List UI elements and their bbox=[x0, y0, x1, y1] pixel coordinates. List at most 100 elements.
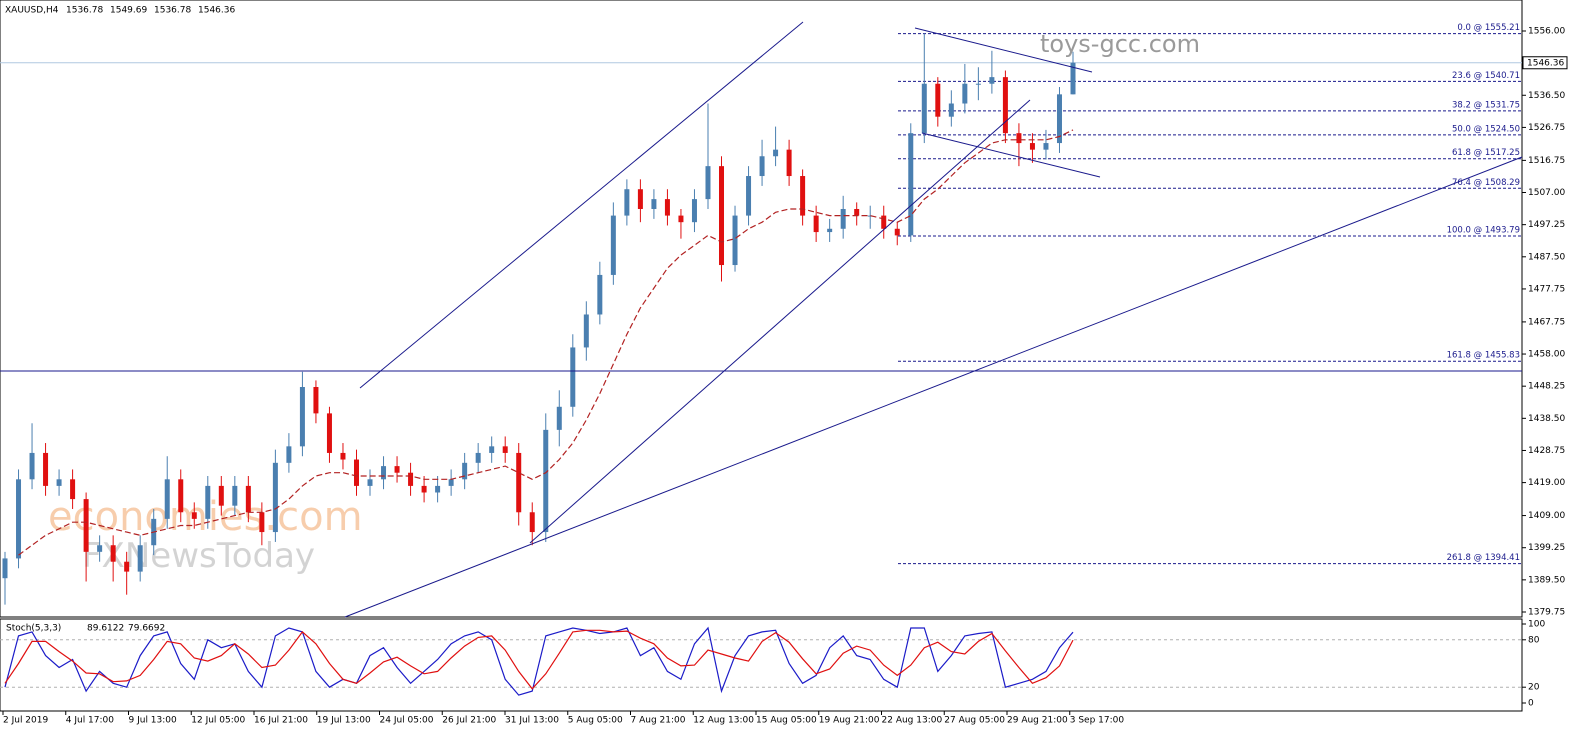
x-tick-label: 19 Jul 13:00 bbox=[317, 716, 371, 726]
x-tick-label: 2 Jul 2019 bbox=[3, 716, 48, 726]
candle-body bbox=[110, 545, 116, 562]
candle-body bbox=[705, 166, 711, 200]
ohlc-high: 1549.69 bbox=[110, 6, 147, 16]
candle-body bbox=[1029, 143, 1035, 150]
current-price-box bbox=[1522, 56, 1568, 70]
candle-body bbox=[664, 199, 670, 216]
x-tick-label: 12 Jul 05:00 bbox=[191, 716, 245, 726]
candle-body bbox=[989, 77, 995, 84]
candle-body bbox=[543, 429, 549, 533]
candle-body bbox=[732, 215, 738, 266]
fib-label: 38.2 @ 1531.75 bbox=[1452, 100, 1520, 110]
candle-body bbox=[651, 199, 657, 209]
candle-body bbox=[56, 479, 62, 486]
candle-body bbox=[205, 485, 211, 519]
candle-body bbox=[475, 452, 481, 463]
stoch-signal-value: 79.6692 bbox=[128, 624, 165, 634]
x-tick-label: 29 Aug 21:00 bbox=[1007, 716, 1068, 726]
candle-body bbox=[881, 215, 887, 229]
candle-body bbox=[1056, 94, 1062, 144]
stoch-title: Stoch(5,3,3) bbox=[6, 624, 61, 634]
moving-average bbox=[18, 129, 1074, 556]
candle-body bbox=[583, 314, 589, 348]
candle-body bbox=[124, 561, 130, 572]
candle-body bbox=[894, 228, 900, 236]
candle-body bbox=[786, 149, 792, 177]
candle-body bbox=[908, 133, 914, 236]
candle-body bbox=[83, 499, 89, 552]
ohlc-low: 1536.78 bbox=[154, 6, 191, 16]
candle-body bbox=[746, 176, 752, 216]
candle-body bbox=[921, 83, 927, 134]
y-tick-label: 0 bbox=[1528, 699, 1534, 709]
candle-body bbox=[759, 156, 765, 177]
y-tick-label: 1448.25 bbox=[1528, 382, 1565, 392]
fib-label: 161.8 @ 1455.83 bbox=[1447, 351, 1520, 361]
candle-body bbox=[299, 387, 305, 447]
candle-body bbox=[259, 512, 265, 533]
fib-label: 0.0 @ 1555.21 bbox=[1457, 23, 1520, 33]
candle-body bbox=[854, 208, 860, 216]
candle-body bbox=[975, 83, 981, 85]
x-tick-label: 7 Aug 21:00 bbox=[631, 716, 686, 726]
trend-line bbox=[914, 27, 1093, 73]
candle-body bbox=[421, 485, 427, 493]
y-tick-label: 1497.25 bbox=[1528, 220, 1565, 230]
y-tick-label: 1487.50 bbox=[1528, 252, 1565, 262]
candle-body bbox=[394, 466, 400, 473]
x-tick-label: 4 Jul 17:00 bbox=[66, 716, 115, 726]
x-tick-label: 9 Jul 13:00 bbox=[129, 716, 178, 726]
y-tick-label: 1516.75 bbox=[1528, 156, 1565, 166]
y-tick-label: 1399.25 bbox=[1528, 543, 1565, 553]
candle-body bbox=[719, 166, 725, 266]
candle-body bbox=[624, 189, 630, 216]
y-tick-label: 1467.75 bbox=[1528, 317, 1565, 327]
x-tick-label: 22 Aug 13:00 bbox=[882, 716, 943, 726]
candle-body bbox=[272, 462, 278, 533]
candle-body bbox=[164, 479, 170, 519]
candle-body bbox=[43, 452, 49, 486]
candle-body bbox=[97, 545, 103, 552]
candle-body bbox=[597, 274, 603, 315]
candle-body bbox=[1043, 143, 1049, 150]
candle-body bbox=[435, 485, 441, 493]
x-tick-label: 27 Aug 05:00 bbox=[944, 716, 1005, 726]
candle-body bbox=[381, 466, 387, 480]
x-tick-label: 16 Jul 21:00 bbox=[254, 716, 308, 726]
x-tick-label: 24 Jul 05:00 bbox=[380, 716, 434, 726]
candle-body bbox=[1002, 77, 1008, 134]
y-tick-label: 1409.00 bbox=[1528, 511, 1565, 521]
fib-label: 50.0 @ 1524.50 bbox=[1452, 124, 1520, 134]
candle-body bbox=[70, 479, 76, 500]
x-tick-label: 19 Aug 21:00 bbox=[819, 716, 880, 726]
fib-label: 261.8 @ 1394.41 bbox=[1447, 553, 1520, 563]
y-tick-label: 1458.00 bbox=[1528, 350, 1565, 360]
y-tick-label: 80 bbox=[1528, 635, 1540, 645]
candle-body bbox=[962, 83, 968, 104]
trend-line bbox=[529, 99, 1031, 544]
candle-body bbox=[29, 452, 35, 480]
trend-line bbox=[921, 132, 1101, 178]
price-panel bbox=[0, 0, 1523, 618]
candle-body bbox=[867, 215, 873, 217]
candle-body bbox=[827, 228, 833, 233]
x-tick-label: 15 Aug 05:00 bbox=[756, 716, 817, 726]
candle-body bbox=[489, 446, 495, 453]
watermark: FXNewsToday bbox=[82, 536, 315, 576]
y-tick-label: 100 bbox=[1528, 620, 1545, 630]
candle-body bbox=[408, 472, 414, 486]
candle-body bbox=[178, 479, 184, 513]
candle-body bbox=[813, 215, 819, 233]
candle-body bbox=[948, 103, 954, 117]
stoch-line bbox=[4, 626, 1074, 696]
x-tick-label: 12 Aug 13:00 bbox=[693, 716, 754, 726]
candle-body bbox=[232, 485, 238, 506]
fib-label: 76.4 @ 1508.29 bbox=[1452, 178, 1520, 188]
ohlc-close: 1546.36 bbox=[198, 6, 235, 16]
candle-body bbox=[1016, 133, 1022, 144]
candle-body bbox=[691, 199, 697, 223]
candle-body bbox=[610, 215, 616, 275]
marks: toys-gcc.comeconomies.comFXNewsToday1556… bbox=[0, 23, 1565, 726]
x-tick-label: 26 Jul 21:00 bbox=[442, 716, 496, 726]
